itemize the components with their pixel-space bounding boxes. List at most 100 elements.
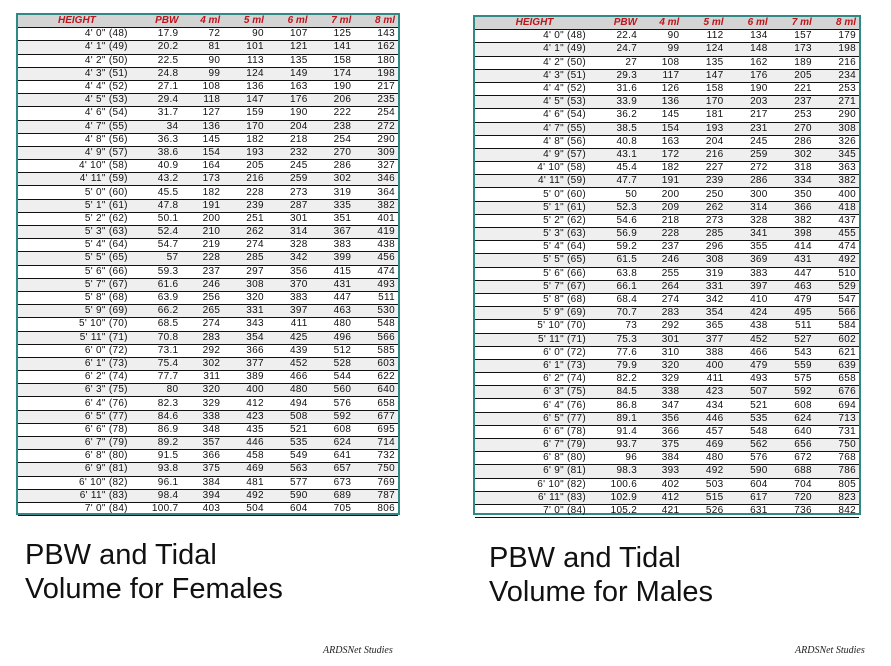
table-row: 5' 5" (65) 61.5 246 308 369 431 492 — [475, 253, 859, 268]
cell-4ml: 301 — [640, 333, 683, 347]
cell-4ml: 182 — [640, 161, 683, 176]
cell-7ml: 189 — [770, 56, 815, 70]
cell-4ml: 164 — [181, 159, 224, 174]
cell-pbw: 66.2 — [135, 304, 182, 319]
cell-5ml: 469 — [223, 462, 267, 477]
cell-5ml: 423 — [682, 385, 727, 400]
cell-4ml: 191 — [181, 199, 224, 213]
cell-pbw: 54.7 — [135, 238, 182, 253]
cell-6ml: 245 — [726, 135, 771, 149]
table-row: 5' 1" (61) 47.8 191 239 287 335 382 — [18, 199, 398, 213]
cell-pbw: 36.2 — [594, 108, 641, 123]
cell-5ml: 112 — [682, 29, 727, 44]
table-row: 6' 0" (72) 73.1 292 366 439 512 585 — [18, 344, 398, 358]
cell-8ml: 474 — [814, 240, 859, 255]
cell-height: 6' 11" (83) — [18, 489, 136, 503]
table-row: 5' 11" (71) 75.3 301 377 452 527 602 — [475, 333, 859, 347]
cell-height: 4' 1" (49) — [18, 40, 136, 55]
cell-pbw: 105.2 — [594, 504, 641, 519]
cell-pbw: 24.7 — [594, 42, 641, 57]
cell-6ml: 439 — [266, 344, 311, 358]
cell-8ml: 695 — [354, 423, 398, 438]
cell-4ml: 210 — [181, 225, 224, 240]
cell-6ml: 631 — [726, 504, 771, 519]
cell-6ml: 493 — [726, 372, 771, 387]
female-source-note: ARDSNet Studies — [323, 645, 393, 656]
cell-6ml: 286 — [726, 174, 771, 189]
cell-8ml: 658 — [814, 372, 859, 387]
cell-7ml: 511 — [770, 319, 815, 334]
cell-8ml: 731 — [814, 425, 859, 440]
cell-8ml: 714 — [354, 436, 398, 451]
table-row: 6' 9" (81) 93.8 375 469 563 657 750 — [18, 462, 398, 477]
cell-7ml: 608 — [310, 423, 355, 438]
cell-6ml: 424 — [726, 306, 771, 321]
cell-7ml: 414 — [770, 240, 815, 255]
cell-5ml: 227 — [682, 161, 727, 176]
table-row: 4' 7" (55) 34 136 170 204 238 272 — [18, 120, 398, 134]
cell-6ml: 411 — [266, 317, 311, 332]
table-row: 4' 11" (59) 43.2 173 216 259 302 346 — [18, 172, 398, 187]
cell-pbw: 73.1 — [135, 344, 182, 358]
cell-8ml: 326 — [814, 135, 859, 149]
cell-height: 4' 8" (56) — [18, 133, 136, 147]
cell-5ml: 457 — [682, 425, 727, 440]
cell-7ml: 319 — [310, 185, 355, 200]
cell-8ml: 346 — [354, 172, 398, 187]
cell-5ml: 147 — [223, 93, 267, 108]
cell-pbw: 56.9 — [594, 227, 641, 242]
cell-4ml: 108 — [181, 80, 224, 95]
cell-8ml: 143 — [354, 27, 398, 42]
cell-5ml: 526 — [682, 504, 727, 519]
cell-height: 5' 5" (65) — [18, 251, 136, 266]
cell-4ml: 172 — [640, 148, 683, 163]
cell-5ml: 343 — [223, 317, 267, 332]
cell-5ml: 296 — [682, 240, 727, 255]
cell-5ml: 90 — [223, 27, 267, 42]
cell-4ml: 311 — [181, 370, 224, 385]
table-row: 4' 11" (59) 47.7 191 239 286 334 382 — [475, 174, 859, 189]
column-header-4ml: 4 ml — [181, 15, 224, 29]
table-row: 6' 10" (82) 96.1 384 481 577 673 769 — [18, 476, 398, 490]
table-row: 5' 9" (69) 66.2 265 331 397 463 530 — [18, 304, 398, 319]
cell-8ml: 548 — [354, 317, 398, 332]
table-row: 6' 2" (74) 77.7 311 389 466 544 622 — [18, 370, 398, 385]
table-row: 5' 7" (67) 66.1 264 331 397 463 529 — [475, 280, 859, 294]
cell-4ml: 191 — [640, 174, 683, 189]
column-header-5ml: 5 ml — [682, 17, 727, 31]
cell-8ml: 271 — [814, 95, 859, 110]
cell-4ml: 99 — [181, 67, 224, 81]
cell-5ml: 262 — [682, 201, 727, 215]
cell-height: 5' 5" (65) — [475, 253, 595, 268]
cell-5ml: 331 — [682, 280, 727, 294]
cell-6ml: 466 — [726, 346, 771, 360]
cell-height: 6' 3" (75) — [475, 385, 595, 400]
cell-5ml: 193 — [682, 122, 727, 136]
cell-pbw: 45.5 — [135, 185, 182, 200]
cell-6ml: 218 — [266, 133, 311, 147]
cell-pbw: 63.8 — [594, 267, 641, 281]
cell-height: 6' 6" (78) — [18, 423, 136, 438]
cell-5ml: 124 — [223, 67, 267, 81]
table-row: 5' 3" (63) 56.9 228 285 341 398 455 — [475, 227, 859, 242]
cell-pbw: 17.9 — [135, 27, 182, 42]
cell-pbw: 77.6 — [594, 346, 641, 360]
cell-6ml: 204 — [266, 120, 311, 134]
cell-7ml: 720 — [770, 491, 815, 505]
cell-6ml: 479 — [726, 359, 771, 374]
cell-height: 5' 11" (71) — [475, 333, 595, 347]
cell-7ml: 576 — [310, 396, 355, 411]
cell-7ml: 673 — [310, 476, 355, 490]
cell-height: 5' 0" (60) — [475, 187, 595, 202]
cell-8ml: 786 — [814, 464, 859, 479]
cell-4ml: 384 — [640, 451, 683, 466]
column-header-pbw: PBW — [135, 15, 182, 29]
cell-pbw: 59.3 — [135, 265, 182, 279]
cell-height: 6' 5" (77) — [18, 410, 136, 424]
table-row: 6' 7" (79) 89.2 357 446 535 624 714 — [18, 436, 398, 451]
cell-6ml: 176 — [266, 93, 311, 108]
table-row: 4' 9" (57) 38.6 154 193 232 270 309 — [18, 146, 398, 161]
cell-pbw: 75.3 — [594, 333, 641, 347]
table-row: 6' 7" (79) 93.7 375 469 562 656 750 — [475, 438, 859, 453]
table-row: 5' 10" (70) 73 292 365 438 511 584 — [475, 319, 859, 334]
